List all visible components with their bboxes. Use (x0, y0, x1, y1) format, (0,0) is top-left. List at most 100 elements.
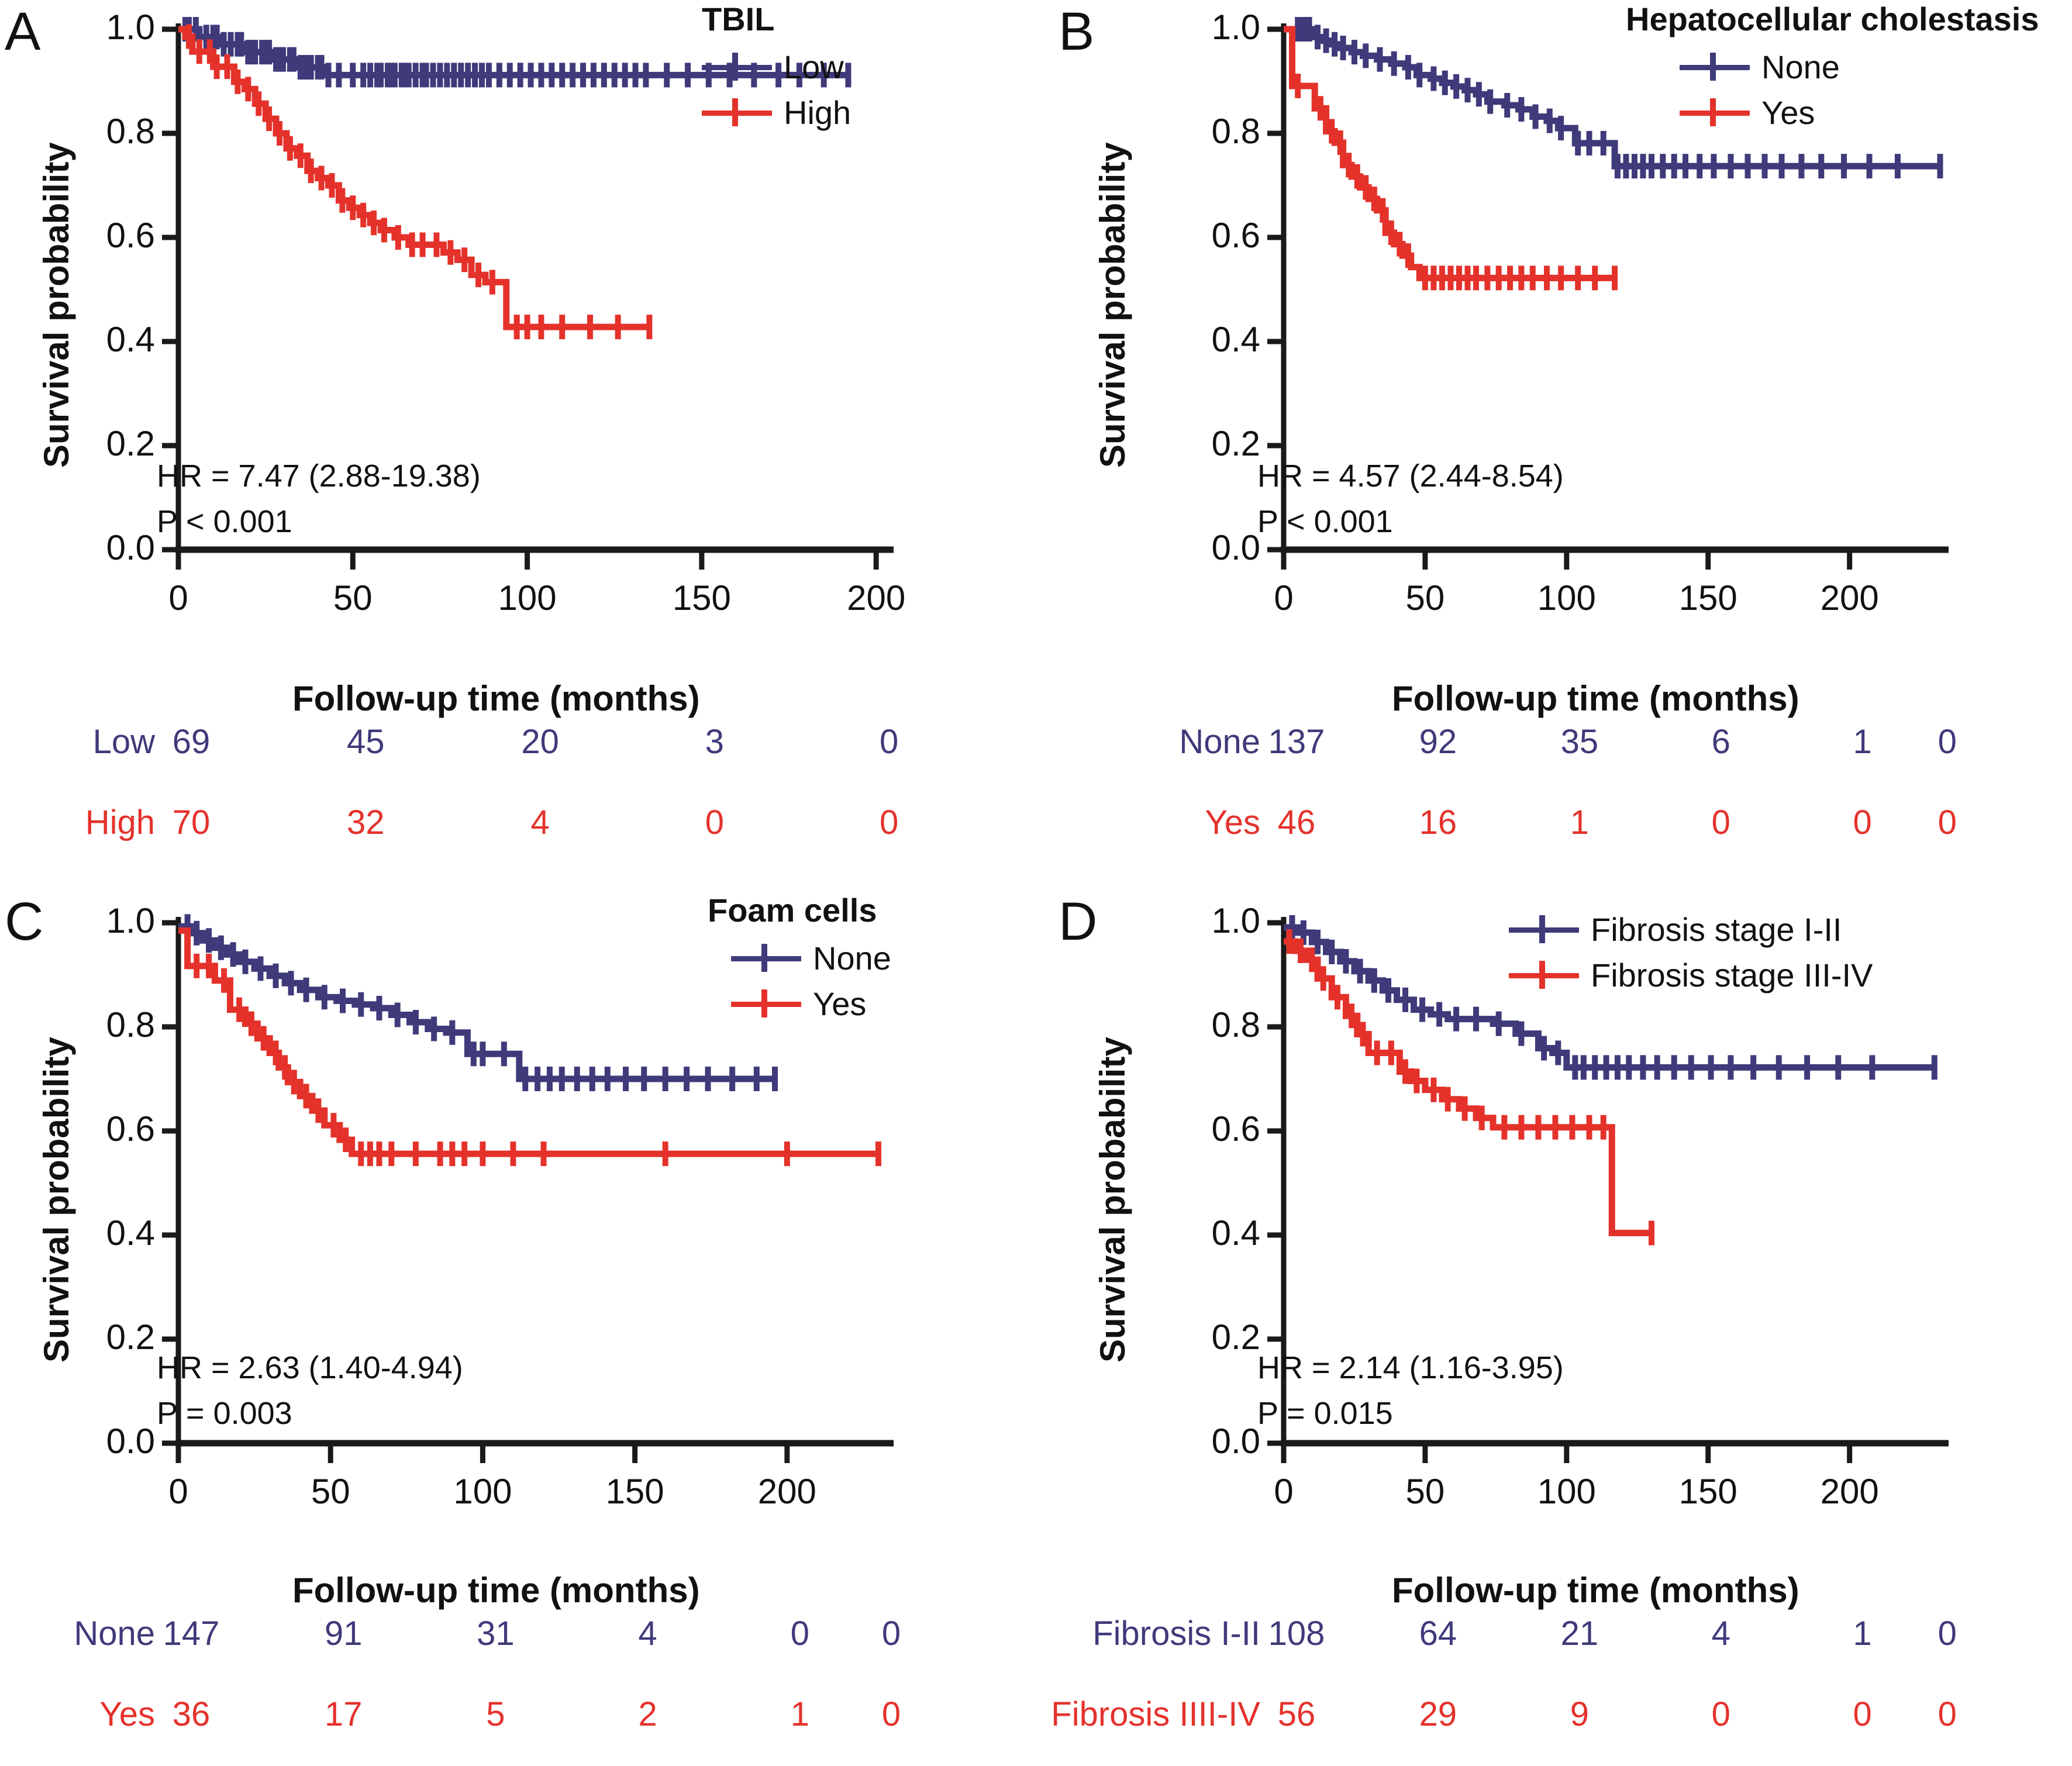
risk-row-label: None (74, 1615, 155, 1653)
y-tick-label: 0.2 (106, 1317, 155, 1357)
risk-count-cell: 45 (347, 723, 385, 761)
risk-count-cell: 4 (1711, 1615, 1730, 1653)
x-tick-label: 0 (1274, 578, 1294, 618)
risk-count-cell: 1 (1570, 803, 1589, 841)
risk-count-cell: 108 (1268, 1615, 1325, 1653)
risk-count-cell: 0 (1853, 803, 1872, 841)
legend-row-high: High (702, 89, 851, 135)
risk-row-label: Yes (1205, 803, 1260, 841)
legend-key-icon (702, 95, 772, 130)
legend-row-yes: Yes (1680, 89, 2039, 135)
legend-a: TBIL Low High (702, 0, 851, 135)
risk-row-label: Yes (99, 1695, 155, 1733)
x-tick-label: 150 (672, 578, 731, 618)
risk-count-cell: 36 (172, 1695, 211, 1733)
legend-label: None (1761, 48, 1840, 85)
censor-marks (194, 953, 881, 1167)
y-tick-label: 0.0 (1211, 1422, 1260, 1461)
risk-table-a: Low 69 45 20 3 0 High 70 32 4 0 0 (0, 722, 1036, 884)
plot-area-a (123, 12, 906, 614)
legend-row-fibrosis-3-4: Fibrosis stage III-IV (1509, 952, 1873, 998)
hazard-ratio-text: HR = 2.63 (1.40-4.94) (157, 1350, 463, 1385)
x-tick-label: 100 (453, 1472, 512, 1511)
plot-area-d (1228, 905, 1953, 1508)
p-value-text: P < 0.001 (1257, 504, 1393, 540)
p-value-text: P = 0.003 (157, 1396, 292, 1432)
x-axis-label-a: Follow-up time (months) (292, 679, 700, 718)
y-tick-label: 0.4 (106, 320, 155, 359)
risk-count-cell: 0 (1937, 1615, 1957, 1653)
censor-marks (1289, 915, 1937, 1080)
risk-count-cell: 4 (530, 803, 550, 841)
risk-count-cell: 16 (1419, 803, 1457, 841)
risk-count-cell: 0 (880, 803, 899, 841)
risk-table-row: Low 69 45 20 3 0 (0, 722, 1036, 772)
stats-block-b: HR = 4.57 (2.44-8.54) P < 0.001 (1257, 453, 1564, 545)
risk-count-cell: 0 (880, 723, 899, 761)
legend-d: Fibrosis stage I-II Fibrosis stage III-I… (1509, 906, 1873, 998)
y-tick-label: 0.2 (106, 424, 155, 463)
x-axis-label-b: Follow-up time (months) (1392, 679, 1799, 718)
y-tick-label: 0.6 (106, 1109, 155, 1148)
x-tick-label: 200 (847, 578, 906, 618)
panel-letter-b: B (1059, 2, 1095, 61)
legend-c: Foam cells None Yes (708, 891, 891, 1026)
y-tick-label: 0.6 (106, 216, 155, 255)
y-tick-label: 0.4 (1211, 1213, 1260, 1253)
km-curves-a (162, 17, 894, 570)
plot-area-c (123, 905, 906, 1508)
risk-table-row: None 137 92 35 6 1 0 (1053, 722, 2072, 772)
legend-row-low: Low (702, 44, 851, 89)
risk-count-cell: 137 (1268, 723, 1325, 761)
legend-key-icon (1680, 95, 1750, 130)
risk-count-cell: 56 (1277, 1695, 1316, 1733)
x-axis-label-d: Follow-up time (months) (1392, 1571, 1799, 1610)
risk-count-cell: 1 (1853, 1615, 1872, 1653)
legend-title-a: TBIL (702, 1, 775, 37)
risk-table-row: Yes 36 17 5 2 1 0 (0, 1695, 1036, 1745)
censor-marks (182, 17, 851, 88)
risk-row-label: Low (92, 723, 155, 761)
risk-count-cell: 1 (790, 1695, 809, 1733)
risk-count-cell: 0 (881, 1695, 901, 1733)
risk-count-cell: 92 (1419, 723, 1457, 761)
risk-row-label: Fibrosis IIII-IV (1051, 1695, 1260, 1733)
x-tick-label: 150 (1678, 1472, 1737, 1511)
stats-block-c: HR = 2.63 (1.40-4.94) P = 0.003 (157, 1345, 463, 1437)
x-tick-label: 0 (168, 578, 188, 618)
stats-block-a: HR = 7.47 (2.88-19.38) P < 0.001 (157, 453, 481, 545)
y-tick-label: 1.0 (106, 8, 155, 47)
risk-count-cell: 4 (638, 1615, 657, 1653)
legend-label: Fibrosis stage III-IV (1591, 956, 1873, 994)
risk-count-cell: 0 (1937, 1695, 1957, 1733)
km-curves-b (1267, 17, 1949, 570)
y-tick-label: 0.6 (1211, 1109, 1260, 1148)
risk-count-cell: 2 (638, 1695, 657, 1733)
axes (162, 23, 894, 570)
p-value-text: P < 0.001 (157, 504, 292, 540)
panel-b: B Survival probability Follow-up time (m… (1053, 0, 2072, 883)
x-tick-label: 50 (311, 1472, 350, 1511)
risk-count-cell: 31 (477, 1615, 515, 1653)
y-tick-label: 0.0 (106, 1422, 155, 1461)
hazard-ratio-text: HR = 7.47 (2.88-19.38) (157, 458, 481, 494)
risk-count-cell: 0 (1937, 803, 1957, 841)
y-tick-label: 0.8 (1211, 112, 1260, 151)
km-curves-c (162, 914, 894, 1463)
x-tick-label: 100 (498, 578, 557, 618)
legend-label: Fibrosis stage I-II (1591, 910, 1842, 948)
y-tick-label: 0.0 (106, 528, 155, 567)
risk-table-row: None 147 91 31 4 0 0 (0, 1614, 1036, 1664)
risk-count-cell: 147 (163, 1615, 220, 1653)
y-tick-label: 0.2 (1211, 1317, 1260, 1357)
axes (162, 917, 894, 1463)
x-tick-label: 0 (1274, 1472, 1294, 1511)
panel-c: C Survival probability Follow-up time (m… (0, 889, 1036, 1766)
risk-count-cell: 0 (881, 1615, 901, 1653)
legend-label: Yes (813, 985, 867, 1022)
risk-count-cell: 64 (1419, 1615, 1457, 1653)
risk-table-b: None 137 92 35 6 1 0 Yes 46 16 1 0 0 0 (1053, 722, 2072, 884)
risk-count-cell: 0 (1853, 1695, 1872, 1733)
risk-count-cell: 91 (324, 1615, 363, 1653)
risk-table-row: Yes 46 16 1 0 0 0 (1053, 803, 2072, 853)
